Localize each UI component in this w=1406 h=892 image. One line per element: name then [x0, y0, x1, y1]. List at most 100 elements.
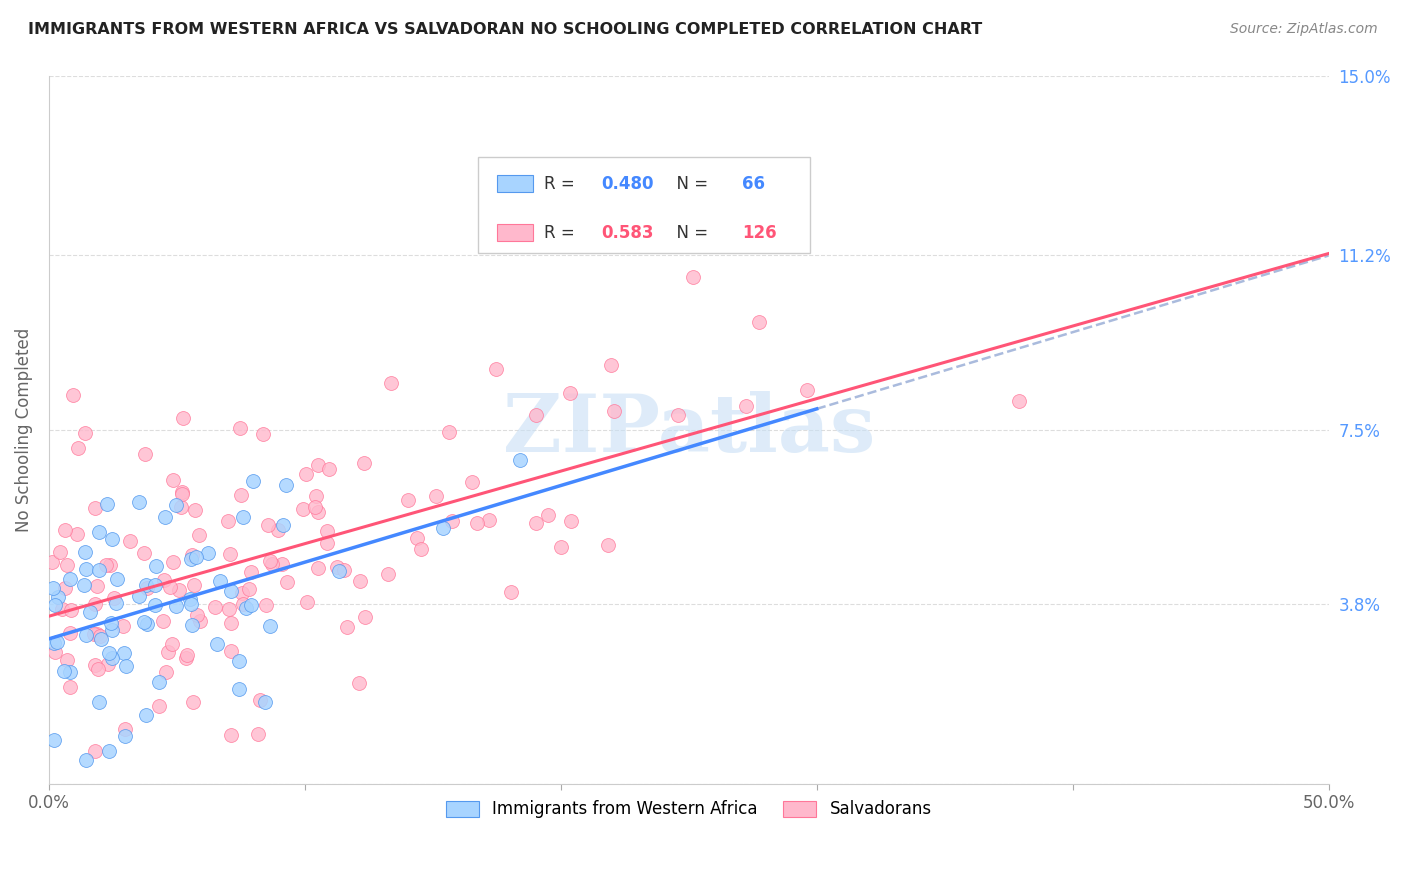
Bar [496, 176, 533, 193]
Point [187, 527, 209, 541]
Point [291, 502, 314, 516]
Point [165, 499, 187, 513]
Point [409, 542, 432, 557]
Point [97, 744, 120, 758]
Point [217, 514, 239, 528]
Point [46, 634, 69, 648]
Text: N =: N = [665, 175, 713, 193]
Point [51, 601, 73, 615]
Point [83, 657, 105, 672]
Point [316, 535, 339, 549]
Bar [478, 157, 810, 252]
Point [184, 503, 207, 517]
Point [239, 565, 262, 579]
Point [238, 582, 260, 597]
Point [232, 509, 254, 524]
Point [232, 597, 254, 611]
Point [465, 516, 488, 530]
Point [318, 462, 340, 476]
Text: Source: ZipAtlas.com: Source: ZipAtlas.com [1230, 22, 1378, 37]
Point [239, 598, 262, 612]
Point [128, 589, 150, 603]
Point [432, 521, 454, 535]
Point [101, 650, 124, 665]
Point [181, 695, 204, 709]
Point [197, 546, 219, 560]
Point [134, 447, 156, 461]
Point [87, 563, 110, 577]
Point [157, 645, 180, 659]
Point [560, 514, 582, 528]
Point [183, 578, 205, 592]
Point [328, 564, 350, 578]
Text: 0.583: 0.583 [602, 224, 654, 242]
Point [111, 619, 134, 633]
Point [596, 538, 619, 552]
Point [186, 608, 208, 623]
Point [208, 574, 231, 589]
Point [271, 518, 294, 533]
Point [172, 485, 194, 500]
Point [229, 421, 252, 435]
Text: IMMIGRANTS FROM WESTERN AFRICA VS SALVADORAN NO SCHOOLING COMPLETED CORRELATION : IMMIGRANTS FROM WESTERN AFRICA VS SALVAD… [28, 22, 983, 37]
Point [509, 452, 531, 467]
Point [228, 682, 250, 697]
Point [52, 665, 75, 679]
Point [79, 605, 101, 619]
Point [162, 473, 184, 487]
Point [103, 591, 125, 605]
Bar [496, 224, 533, 241]
Point [87, 662, 110, 676]
Point [55, 581, 77, 595]
Point [42, 581, 65, 595]
Point [336, 620, 359, 634]
Point [219, 728, 242, 742]
Point [84, 744, 107, 758]
Point [59, 572, 82, 586]
Point [86, 579, 108, 593]
Point [274, 478, 297, 492]
Point [204, 599, 226, 614]
Point [252, 427, 274, 442]
Point [600, 358, 623, 372]
Text: 0.480: 0.480 [602, 175, 654, 193]
Point [44, 733, 66, 747]
Point [155, 665, 177, 679]
Point [180, 551, 202, 566]
Point [478, 513, 501, 527]
Point [86, 627, 108, 641]
Point [75, 426, 97, 441]
Point [405, 531, 427, 545]
Legend: Immigrants from Western Africa, Salvadorans: Immigrants from Western Africa, Salvador… [439, 794, 938, 825]
Point [73, 545, 96, 559]
Point [666, 408, 689, 422]
Point [153, 510, 176, 524]
Point [120, 533, 142, 548]
Point [170, 500, 193, 515]
Point [90, 632, 112, 647]
Point [461, 475, 484, 490]
Point [796, 383, 818, 397]
Point [307, 561, 329, 575]
Point [128, 494, 150, 508]
Point [167, 583, 190, 598]
Point [66, 527, 89, 541]
Point [87, 695, 110, 709]
Point [425, 489, 447, 503]
Point [62, 388, 84, 402]
Point [526, 408, 548, 422]
Point [307, 505, 329, 519]
Point [437, 425, 460, 440]
Text: 66: 66 [742, 175, 765, 193]
Point [96, 497, 118, 511]
Point [98, 558, 121, 572]
Point [67, 441, 90, 455]
Point [748, 315, 770, 329]
Point [242, 474, 264, 488]
Point [96, 558, 118, 572]
Point [349, 574, 371, 588]
Point [176, 648, 198, 662]
Point [249, 692, 271, 706]
Point [253, 695, 276, 709]
Point [257, 518, 280, 533]
